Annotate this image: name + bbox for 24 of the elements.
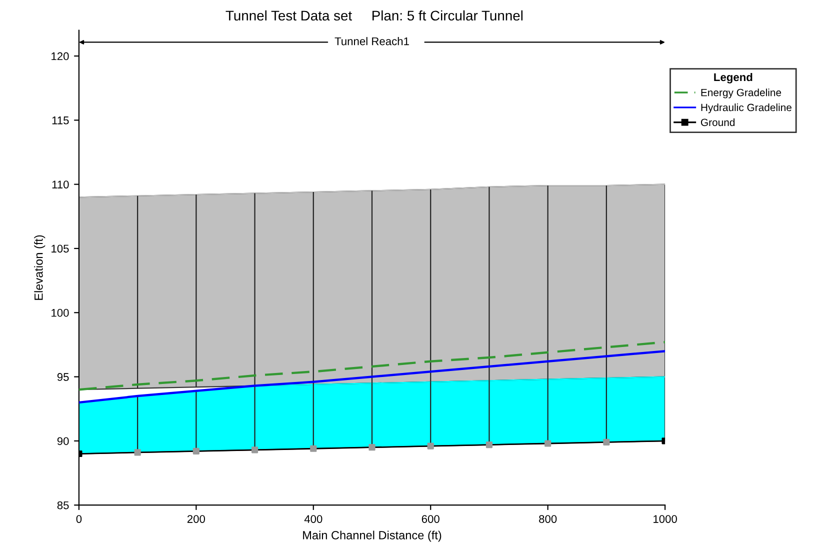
x-tick-label: 200 — [187, 515, 206, 523]
legend-label: Hydraulic Gradeline — [701, 104, 792, 114]
annotation: Tunnel Reach1 — [334, 37, 409, 46]
x-tick-label: 800 — [539, 515, 557, 523]
x-tick-label: 0 — [76, 515, 82, 523]
line-series — [78, 341, 666, 391]
y-tick-label: 95 — [57, 373, 69, 381]
legend-label: Energy Gradeline — [701, 88, 782, 98]
x-tick-label: 400 — [304, 515, 322, 523]
y-tick-label: 115 — [52, 116, 69, 124]
legend-title: Legend — [714, 72, 752, 84]
legend-label: Ground — [700, 118, 735, 126]
chart-title: Tunnel Test Data set Plan: 5 ft Circular Tunnel — [226, 10, 523, 21]
y-tick-label: 110 — [52, 180, 69, 188]
line-series — [78, 350, 666, 404]
x-tick-label: 1000 — [654, 515, 677, 523]
x-tick-label: 600 — [422, 515, 440, 523]
y-axis-title: Elevation (ft) — [34, 235, 46, 300]
y-tick-label: 85 — [57, 501, 69, 510]
x-axis-title: Main Channel Distance (ft) — [303, 530, 442, 542]
y-tick-label: 90 — [57, 437, 69, 446]
y-tick-label: 100 — [52, 308, 69, 317]
y-tick-label: 120 — [52, 52, 69, 60]
y-tick-label: 105 — [52, 244, 69, 253]
